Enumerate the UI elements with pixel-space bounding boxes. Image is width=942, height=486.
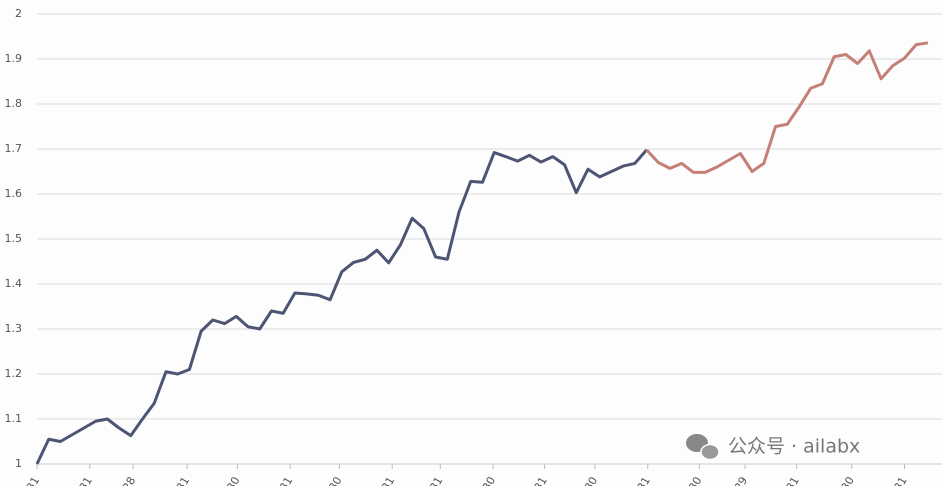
y-tick-label: 1.9: [5, 52, 23, 65]
x-tick-label: /30: [223, 474, 243, 486]
x-tick-label: /31: [530, 475, 550, 486]
x-tick-label: /31: [22, 475, 42, 486]
series-line: [35, 148, 648, 465]
x-tick-label: /31: [633, 475, 653, 486]
y-tick-label: 1.8: [5, 97, 23, 110]
x-tick-label: /31: [275, 475, 295, 486]
y-tick-label: 1.3: [5, 322, 23, 335]
series-line: [645, 41, 929, 174]
x-tick-label: /30: [325, 474, 345, 486]
x-tick-label: /31: [782, 475, 802, 486]
y-tick-label: 1.7: [5, 142, 23, 155]
x-tick-label: /30: [684, 474, 704, 486]
x-tick-label: /31: [75, 475, 95, 486]
y-tick-label: 1.6: [5, 187, 23, 200]
x-tick-label: /30: [478, 474, 498, 486]
y-tick-label: 1.5: [5, 232, 23, 245]
watermark-icon: [686, 434, 720, 461]
x-tick-label: /31: [377, 475, 397, 486]
x-tick-label: /31: [425, 475, 445, 486]
x-tick-label: /29: [730, 474, 750, 486]
y-tick-label: 1.4: [5, 277, 23, 290]
x-tick-label: /31: [890, 475, 910, 486]
y-tick-label: 1.2: [5, 367, 23, 380]
watermark: 公众号 · ailabx: [728, 436, 860, 458]
y-tick-label: 1: [15, 457, 22, 470]
y-tick-label: 2: [15, 7, 22, 20]
x-tick-label: /30: [837, 474, 857, 486]
x-tick-label: /31: [172, 475, 192, 486]
x-tick-label: /28: [118, 474, 138, 486]
x-tick-label: /30: [580, 474, 600, 486]
y-tick-label: 1.1: [5, 412, 23, 425]
